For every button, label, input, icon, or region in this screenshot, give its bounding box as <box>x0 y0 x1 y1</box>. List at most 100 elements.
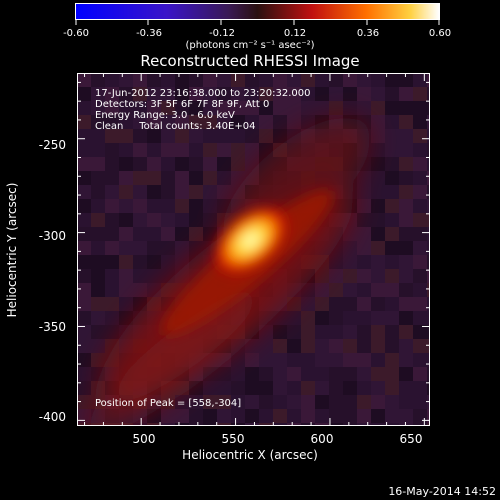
heatmap-cell <box>147 423 161 426</box>
heatmap-cell <box>315 381 329 395</box>
heatmap-cell <box>91 297 105 311</box>
heatmap-cell <box>119 269 133 283</box>
heatmap-cell <box>273 115 287 129</box>
heatmap-cell <box>175 101 189 115</box>
heatmap-cell <box>245 423 259 426</box>
heatmap-cell <box>161 101 175 115</box>
heatmap-cell <box>105 129 119 143</box>
heatmap-cell <box>315 395 329 409</box>
heatmap-cell <box>301 283 315 297</box>
heatmap-cell <box>371 73 385 87</box>
heatmap-cell <box>133 241 147 255</box>
heatmap-cell <box>399 87 413 101</box>
heatmap-cell <box>273 311 287 325</box>
heatmap-cell <box>287 409 301 423</box>
heatmap-cell <box>385 115 399 129</box>
heatmap-cell <box>119 157 133 171</box>
heatmap-cell <box>413 353 427 367</box>
heatmap-cell <box>175 185 189 199</box>
heatmap-cell <box>105 143 119 157</box>
heatmap-cell <box>427 101 430 115</box>
heatmap-cell <box>301 339 315 353</box>
heatmap-cell <box>231 115 245 129</box>
heatmap-cell <box>371 213 385 227</box>
heatmap-cell <box>175 143 189 157</box>
heatmap-cell <box>189 241 203 255</box>
heatmap-cell <box>413 395 427 409</box>
heatmap-cell <box>217 73 231 87</box>
heatmap-cell <box>147 213 161 227</box>
heatmap-cell <box>357 381 371 395</box>
heatmap-cell <box>357 283 371 297</box>
heatmap-cell <box>161 213 175 227</box>
heatmap-cell <box>287 395 301 409</box>
heatmap-cell <box>203 185 217 199</box>
heatmap-cell <box>231 395 245 409</box>
heatmap-cell <box>385 423 399 426</box>
heatmap-cell <box>147 185 161 199</box>
heatmap-cell <box>77 73 91 87</box>
heatmap-cell <box>371 353 385 367</box>
heatmap-cell <box>119 311 133 325</box>
heatmap-cell <box>413 339 427 353</box>
heatmap-cell <box>427 227 430 241</box>
heatmap-cell <box>273 423 287 426</box>
heatmap-cell <box>385 367 399 381</box>
heatmap-cell <box>77 227 91 241</box>
heatmap-cell <box>189 185 203 199</box>
heatmap-cell <box>105 115 119 129</box>
heatmap-cell <box>357 241 371 255</box>
heatmap-cell <box>413 227 427 241</box>
heatmap-cell <box>301 297 315 311</box>
heatmap-cell <box>77 157 91 171</box>
heatmap-cell <box>245 409 259 423</box>
heatmap-cell <box>259 101 273 115</box>
heatmap-cell <box>91 129 105 143</box>
heatmap-cell <box>203 395 217 409</box>
heatmap-cell <box>385 353 399 367</box>
heatmap-cell <box>273 129 287 143</box>
heatmap-cell <box>357 255 371 269</box>
heatmap-cell <box>189 381 203 395</box>
heatmap-cell <box>175 73 189 87</box>
time-range: 17-Jun-2012 23:16:38.000 to 23:20:32.000 <box>95 88 311 99</box>
heatmap-cell <box>161 143 175 157</box>
heatmap-cell <box>399 367 413 381</box>
heatmap-cell <box>399 185 413 199</box>
heatmap-cell <box>385 269 399 283</box>
heatmap-cell <box>413 409 427 423</box>
heatmap-cell <box>413 241 427 255</box>
heatmap-cell <box>189 101 203 115</box>
heatmap-cell <box>385 199 399 213</box>
heatmap-cell <box>203 115 217 129</box>
heatmap-cell <box>119 283 133 297</box>
heatmap-cell <box>203 87 217 101</box>
heatmap-cell <box>427 213 430 227</box>
heatmap-cell <box>371 87 385 101</box>
heatmap-cell <box>399 199 413 213</box>
heatmap-cell <box>399 283 413 297</box>
heatmap-cell <box>175 199 189 213</box>
heatmap-cell <box>413 255 427 269</box>
heatmap-cell <box>119 185 133 199</box>
heatmap-cell <box>203 157 217 171</box>
heatmap-cell <box>385 213 399 227</box>
heatmap-cell <box>189 143 203 157</box>
heatmap-cell <box>371 339 385 353</box>
y-axis-label: Heliocentric Y (arcsec) <box>5 182 19 318</box>
heatmap-cell <box>399 353 413 367</box>
heatmap-cell <box>301 325 315 339</box>
heatmap-cell <box>91 283 105 297</box>
heatmap-cell <box>371 171 385 185</box>
heatmap-cell <box>273 101 287 115</box>
heatmap-cell <box>91 73 105 87</box>
heatmap-cell <box>105 269 119 283</box>
axis-ticks <box>77 73 430 426</box>
heatmap-cell <box>147 199 161 213</box>
heatmap-cell <box>371 241 385 255</box>
heatmap-cell <box>259 409 273 423</box>
heatmap-cell <box>413 367 427 381</box>
heatmap-cell <box>413 283 427 297</box>
heatmap-cell <box>427 269 430 283</box>
heatmap-cell <box>329 87 343 101</box>
